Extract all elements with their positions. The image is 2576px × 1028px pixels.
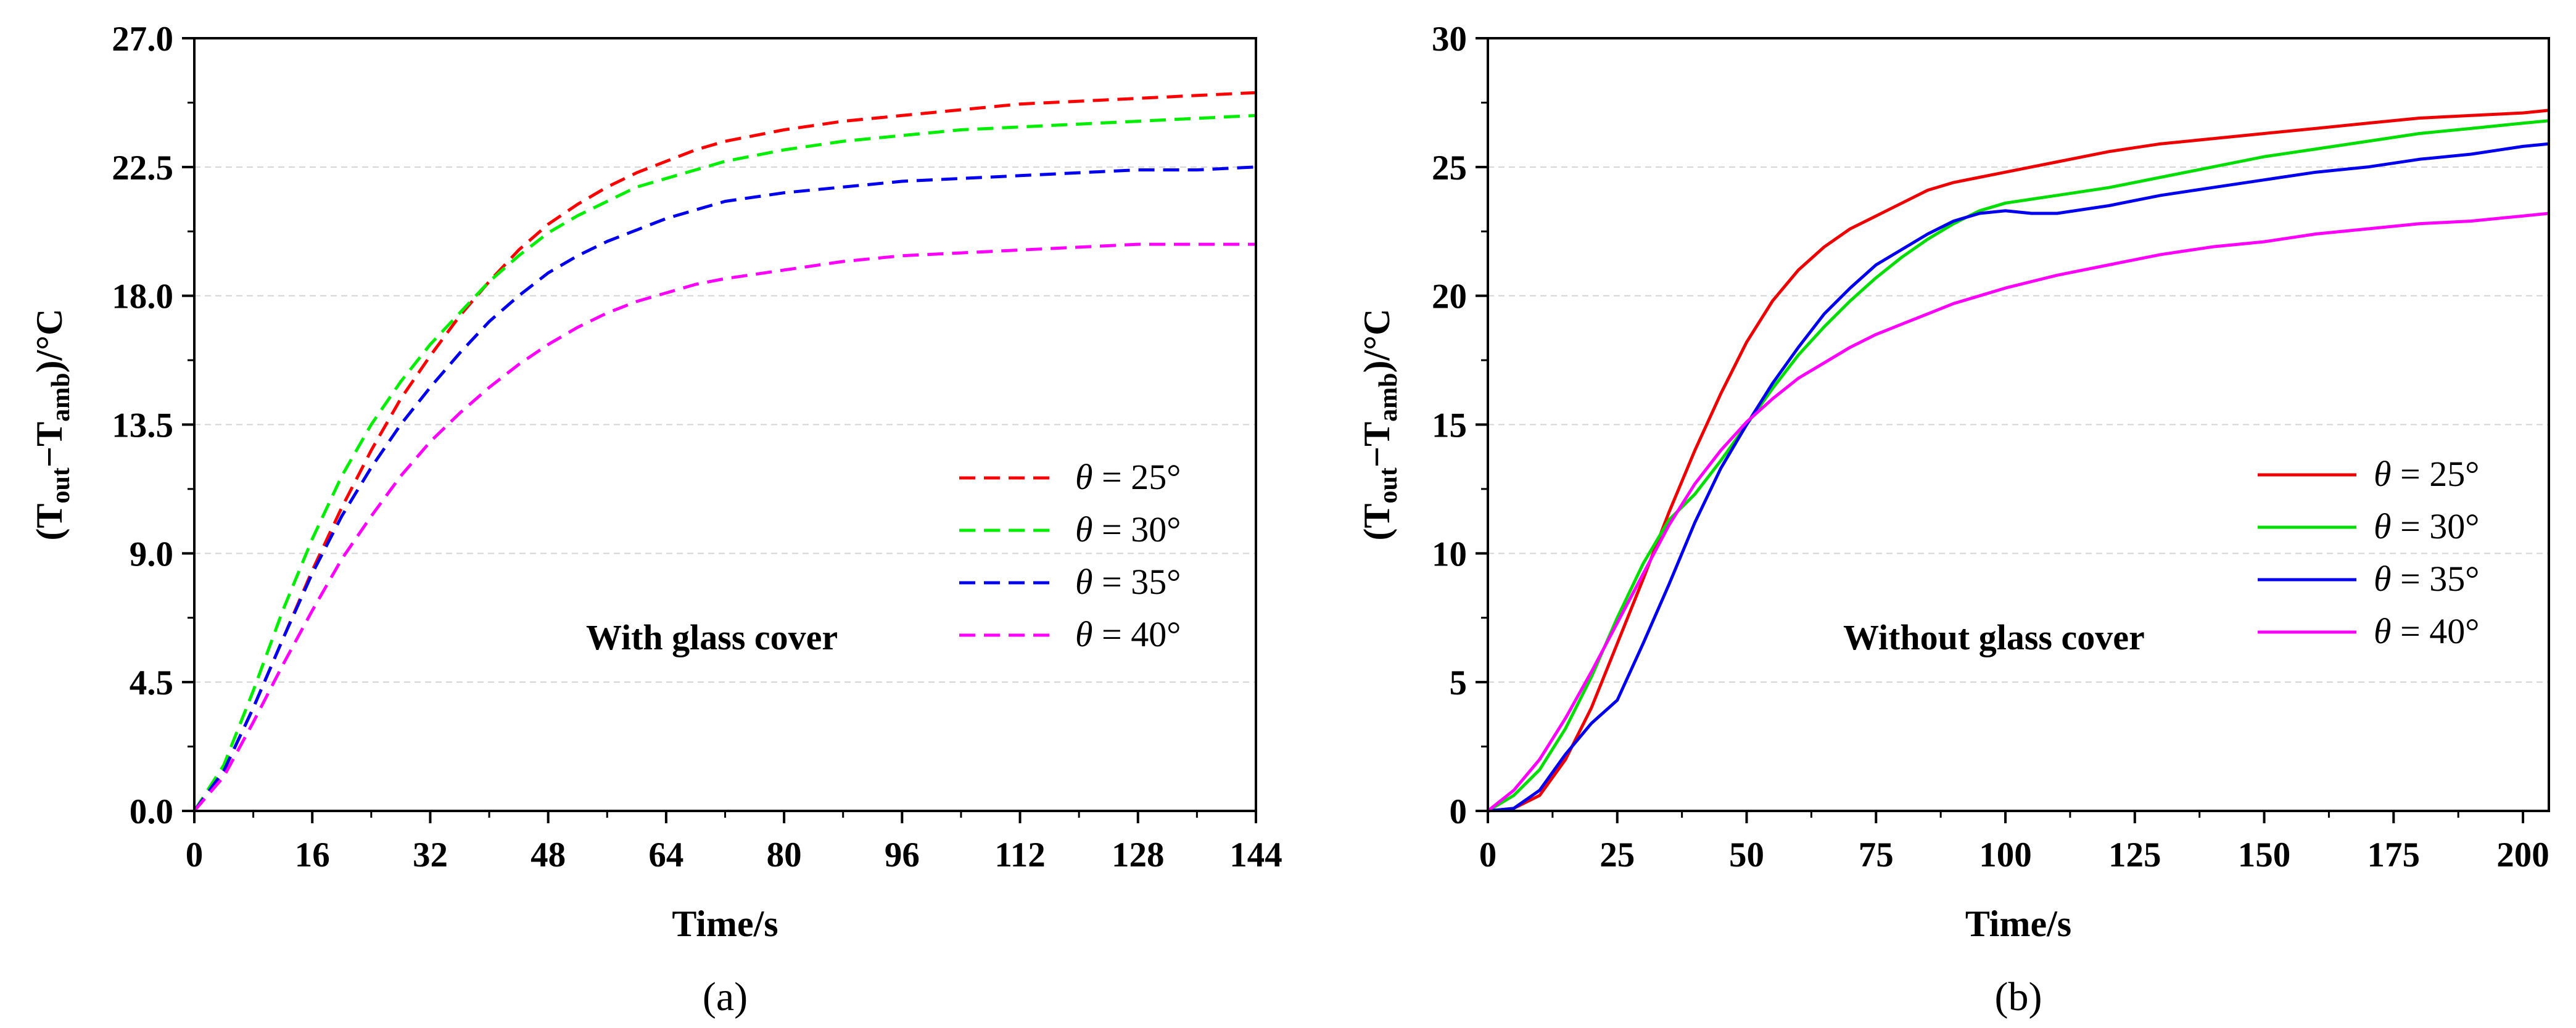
x-tick-label: 96 xyxy=(885,836,920,874)
legend-symbol: θ xyxy=(1075,457,1093,497)
x-tick-label: 0 xyxy=(1479,836,1497,874)
legend-symbol: θ xyxy=(2374,454,2392,494)
legend-value: = 35° xyxy=(2392,559,2480,599)
x-tick-label: 100 xyxy=(1979,836,2032,874)
y-axis-title-part: −T xyxy=(29,422,70,467)
y-tick-label: 18.0 xyxy=(112,278,173,316)
chart-annotation: Without glass cover xyxy=(1843,617,2145,657)
series-line-4 xyxy=(1487,212,2549,812)
x-axis-title: Time/s xyxy=(1965,903,2071,944)
x-tick-label: 150 xyxy=(2238,836,2291,874)
y-tick-label: 30 xyxy=(1432,20,1467,59)
legend-symbol: θ xyxy=(2374,559,2392,599)
y-axis-title-subscript: out xyxy=(47,467,75,503)
legend-label-2: θ = 30° xyxy=(2374,506,2479,546)
y-tick-label: 10 xyxy=(1432,535,1467,574)
y-axis-title: (Tout−Tamb)/°C xyxy=(1356,309,1403,541)
series-line-2 xyxy=(1487,119,2549,813)
x-tick-label: 64 xyxy=(648,836,683,874)
legend-symbol: θ xyxy=(2374,506,2392,546)
y-axis-title-part: −T xyxy=(1356,422,1397,467)
x-tick-label: 200 xyxy=(2496,836,2549,874)
x-tick-label: 144 xyxy=(1229,836,1282,874)
legend-label-4: θ = 40° xyxy=(1075,614,1181,654)
legend-label-1: θ = 25° xyxy=(1075,457,1181,497)
x-tick-label: 25 xyxy=(1600,836,1635,874)
y-tick-label: 5 xyxy=(1450,664,1468,702)
y-tick-label: 13.5 xyxy=(112,406,173,445)
x-tick-label: 75 xyxy=(1859,836,1894,874)
y-tick-label: 9.0 xyxy=(130,535,173,574)
legend-value: = 30° xyxy=(2392,506,2480,546)
x-tick-label: 16 xyxy=(295,836,330,874)
chart-panel-b: 0 25 50 75 100 125 150 175 200 0 5 10 15 20 25 30 Time/s… xyxy=(1356,20,2550,1019)
legend-value: = 25° xyxy=(1093,457,1181,497)
legend-symbol: θ xyxy=(2374,611,2392,651)
x-tick-label: 175 xyxy=(2368,836,2421,874)
x-tick-label: 125 xyxy=(2108,836,2161,874)
legend-value: = 25° xyxy=(2392,454,2480,494)
panel-label: (a) xyxy=(703,974,748,1019)
x-tick-label: 0 xyxy=(186,836,204,874)
series-line-4 xyxy=(193,242,1256,812)
y-tick-label: 0 xyxy=(1450,792,1468,831)
chart-annotation: With glass cover xyxy=(586,617,838,657)
panel-label: (b) xyxy=(1995,974,2042,1019)
x-axis-title: Time/s xyxy=(672,903,778,944)
y-axis-title-part: )/°C xyxy=(1356,309,1397,373)
series-line-1 xyxy=(1487,109,2549,813)
legend-symbol: θ xyxy=(1075,614,1093,654)
legend-label-3: θ = 35° xyxy=(1075,562,1181,602)
x-tick-label: 128 xyxy=(1112,836,1165,874)
legend-label-3: θ = 35° xyxy=(2374,559,2479,599)
legend: θ = 25°θ = 30°θ = 35°θ = 40° xyxy=(959,457,1181,654)
legend-symbol: θ xyxy=(1075,562,1093,602)
y-axis-title: (Tout−Tamb)/°C xyxy=(29,309,75,541)
y-tick-label: 4.5 xyxy=(130,664,173,702)
y-axis-title-subscript: amb xyxy=(47,373,75,422)
legend-value: = 40° xyxy=(1093,614,1181,654)
y-axis-title-part: )/°C xyxy=(29,309,70,373)
legend-value: = 35° xyxy=(1093,562,1181,602)
x-tick-label: 80 xyxy=(767,836,802,874)
legend-label-1: θ = 25° xyxy=(2374,454,2479,494)
legend-value: = 30° xyxy=(1093,509,1181,549)
legend-label-2: θ = 30° xyxy=(1075,509,1181,549)
y-tick-label: 15 xyxy=(1432,406,1467,445)
series-line-2 xyxy=(192,113,1257,812)
legend: θ = 25°θ = 30°θ = 35°θ = 40° xyxy=(2258,454,2479,651)
y-tick-label: 25 xyxy=(1432,149,1467,187)
legend-value: = 40° xyxy=(2392,611,2480,651)
x-tick-label: 48 xyxy=(530,836,566,874)
x-tick-label: 32 xyxy=(413,836,448,874)
y-axis-title-part: (T xyxy=(1356,503,1397,540)
y-axis-title-subscript: amb xyxy=(1374,373,1403,422)
y-axis-title-part: (T xyxy=(29,503,70,540)
y-tick-label: 20 xyxy=(1432,278,1467,316)
y-tick-label: 22.5 xyxy=(112,149,173,187)
y-tick-label: 27.0 xyxy=(112,20,173,59)
y-axis-title-subscript: out xyxy=(1374,467,1403,503)
series-line-1 xyxy=(192,91,1257,812)
x-tick-label: 112 xyxy=(994,836,1045,874)
y-tick-label: 0.0 xyxy=(130,792,173,831)
series-line-3 xyxy=(1487,142,2549,813)
legend-label-4: θ = 40° xyxy=(2374,611,2479,651)
x-tick-label: 50 xyxy=(1729,836,1764,874)
legend-symbol: θ xyxy=(1075,509,1093,549)
chart-panel-a: 0 16 32 48 64 80 96 112 128 144 0.0 4.5 9.0 13.5 18.0 2… xyxy=(29,20,1282,1019)
series-line-3 xyxy=(192,165,1257,812)
